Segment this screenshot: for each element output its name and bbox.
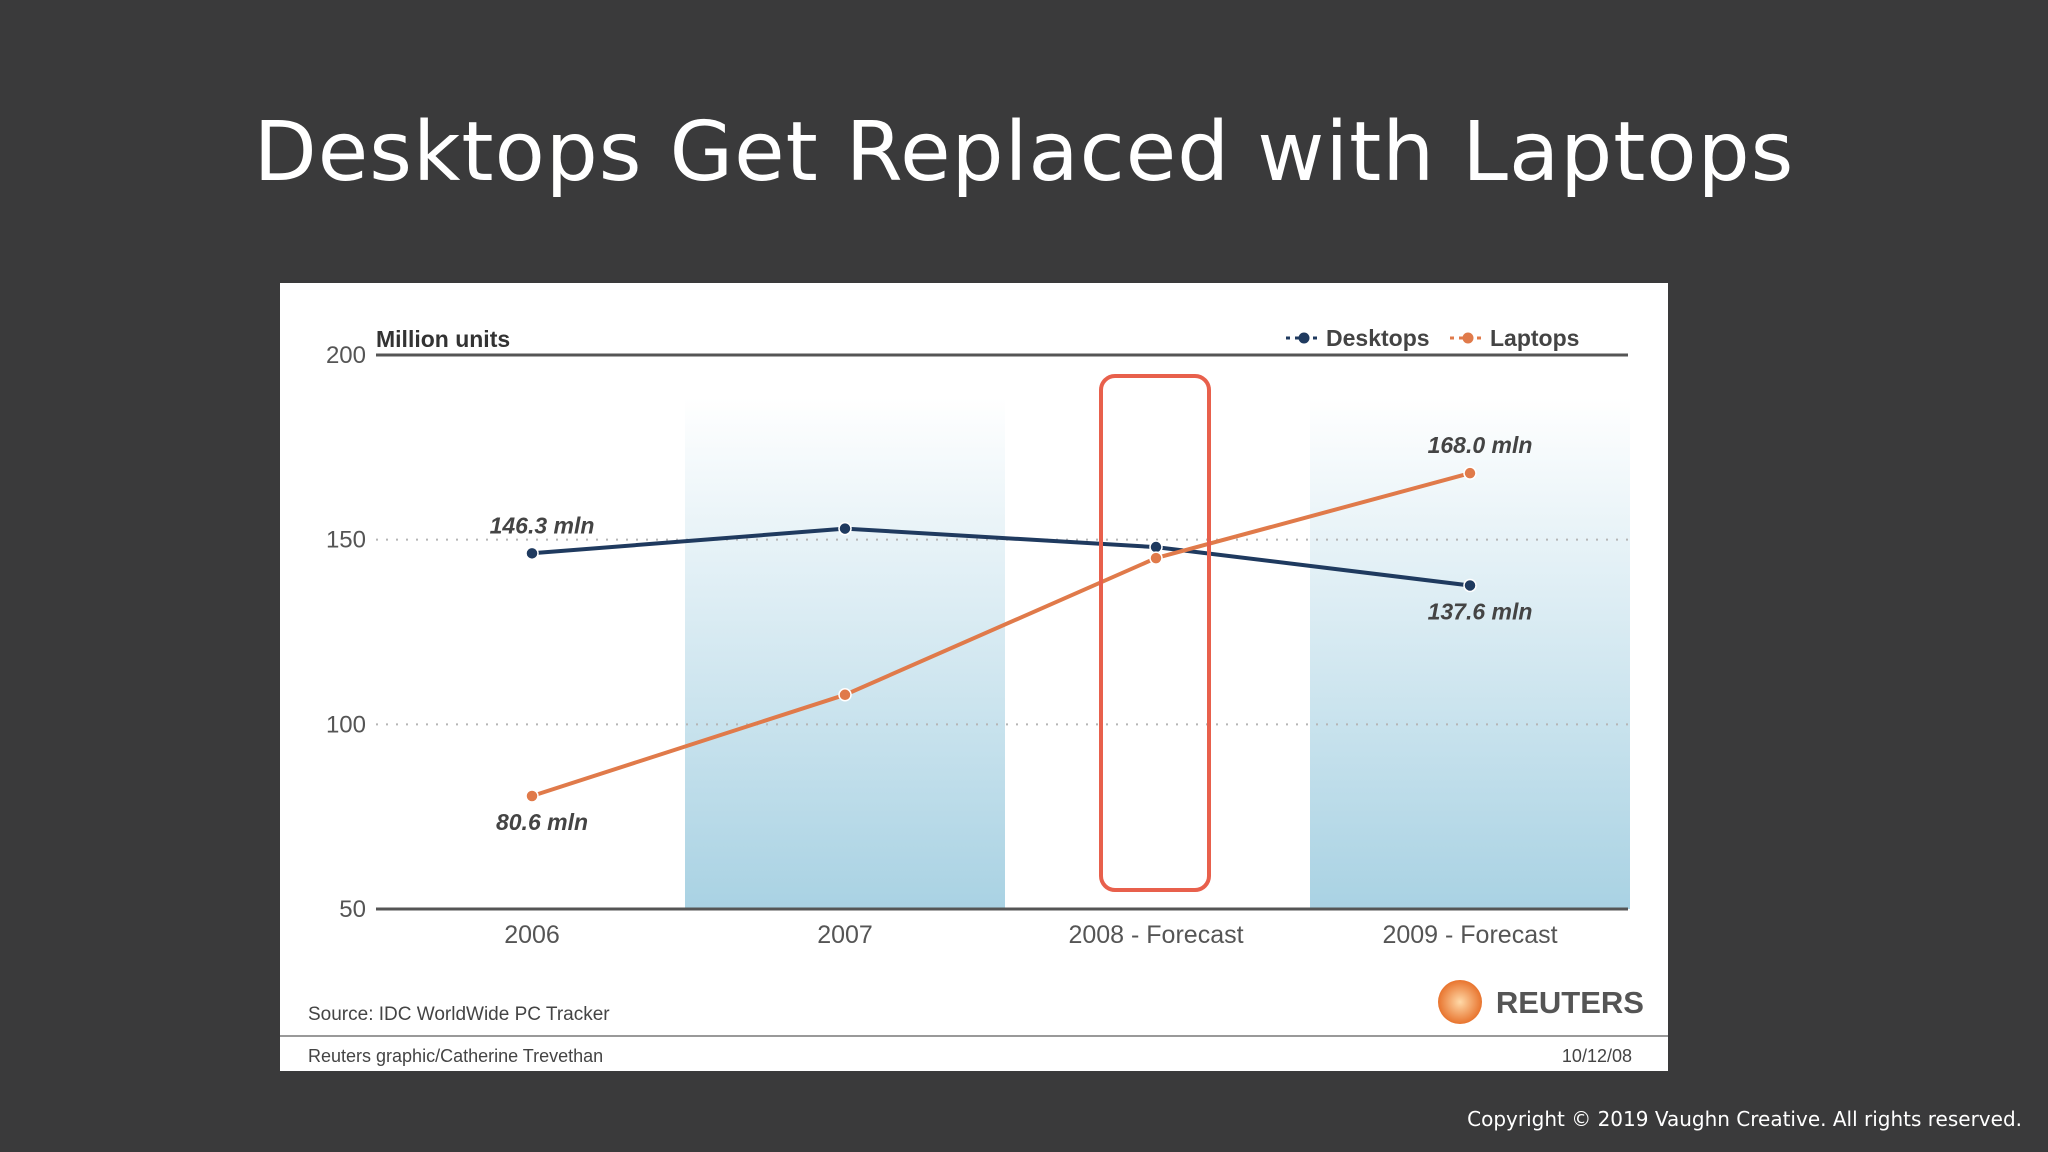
series-line-desktops: [531, 526, 1471, 588]
reuters-logo-mark: [1438, 980, 1482, 1024]
credit-text: Reuters graphic/Catherine Trevethan: [308, 1046, 603, 1066]
x-tick-label-2009-forecast: 2009 - Forecast: [1382, 921, 1557, 949]
data-point-laptops-2007: [838, 688, 852, 702]
y-tick-label-50: 50: [339, 896, 366, 923]
data-label-laptops-2006: 80.6 mln: [496, 809, 588, 835]
data-point-desktops-2008-forecast: [1149, 540, 1163, 554]
date-text: 10/12/08: [1562, 1046, 1632, 1066]
y-tick-label-100: 100: [326, 711, 366, 738]
x-tick-label-2008-forecast: 2008 - Forecast: [1068, 921, 1243, 949]
highlight-box: [1099, 374, 1211, 892]
y-tick-label-150: 150: [326, 527, 366, 554]
data-point-laptops-2008-forecast: [1149, 551, 1163, 565]
legend-swatch-dot-laptops: [1462, 332, 1474, 344]
series-line-laptops: [531, 471, 1471, 798]
y-axis-label: Million units: [376, 326, 510, 352]
data-point-desktops-2007: [838, 521, 852, 536]
data-point-desktops-2006: [525, 546, 539, 561]
source-text: Source: IDC WorldWide PC Tracker: [308, 1004, 610, 1025]
x-tick-label-2006: 2006: [504, 921, 560, 949]
data-point-desktops-2009-forecast: [1463, 578, 1477, 593]
slide-title: Desktops Get Replaced with Laptops: [253, 105, 1795, 200]
x-tick-label-2007: 2007: [817, 921, 873, 949]
reuters-logo: REUTERS: [1438, 980, 1644, 1024]
data-label-desktops-2006: 146.3 mln: [490, 512, 595, 538]
legend-swatch-dot-desktops: [1298, 332, 1310, 344]
shaded-column-2007: [685, 398, 1005, 909]
data-point-laptops-2006: [525, 789, 539, 803]
reuters-logo-text: REUTERS: [1496, 985, 1644, 1020]
data-label-desktops-2009: 137.6 mln: [1428, 598, 1533, 624]
data-label-laptops-2009: 168.0 mln: [1428, 432, 1533, 458]
legend-label-desktops: Desktops: [1326, 325, 1430, 351]
y-tick-label-200: 200: [326, 342, 366, 369]
chart-card: Million units 200 150 100 50 2006 2007 2008 -…: [280, 283, 1668, 1071]
copyright-text: Copyright © 2019 Vaughn Creative. All ri…: [1467, 1107, 2022, 1131]
shaded-column-2009-forecast: [1310, 398, 1630, 909]
legend-label-laptops: Laptops: [1490, 325, 1579, 351]
line-chart: Million units 200 150 100 50 2006 2007 2008 -…: [280, 325, 1668, 1066]
data-point-laptops-2009-forecast: [1463, 466, 1477, 480]
